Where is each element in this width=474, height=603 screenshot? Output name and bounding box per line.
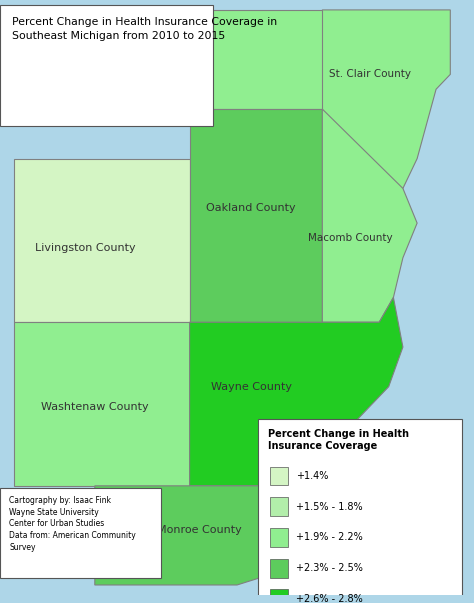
Polygon shape	[322, 10, 450, 188]
Polygon shape	[14, 159, 190, 322]
FancyBboxPatch shape	[258, 419, 462, 603]
Text: Livingston County: Livingston County	[35, 243, 136, 253]
Text: +1.4%: +1.4%	[296, 471, 328, 481]
Text: +2.6% - 2.8%: +2.6% - 2.8%	[296, 594, 363, 603]
Text: Wayne County: Wayne County	[211, 382, 292, 392]
Text: Oakland County: Oakland County	[206, 203, 296, 213]
Text: +1.9% - 2.2%: +1.9% - 2.2%	[296, 532, 363, 542]
Polygon shape	[95, 421, 370, 585]
Text: +2.3% - 2.5%: +2.3% - 2.5%	[296, 563, 363, 573]
Text: Percent Change in Health Insurance Coverage in
Southeast Michigan from 2010 to 2: Percent Change in Health Insurance Cover…	[12, 17, 277, 40]
Text: Washtenaw County: Washtenaw County	[41, 402, 149, 411]
Text: Percent Change in Health
Insurance Coverage: Percent Change in Health Insurance Cover…	[268, 429, 409, 451]
Bar	[270, 467, 288, 485]
Text: Macomb County: Macomb County	[309, 233, 393, 243]
Bar	[270, 528, 288, 547]
Text: Monroe County: Monroe County	[157, 525, 241, 535]
Polygon shape	[14, 322, 190, 486]
Polygon shape	[190, 109, 322, 322]
Bar	[270, 497, 288, 516]
FancyBboxPatch shape	[0, 488, 161, 578]
Bar	[270, 590, 288, 603]
Polygon shape	[190, 297, 403, 486]
Text: Cartography by: Isaac Fink
Wayne State University
Center for Urban Studies
Data : Cartography by: Isaac Fink Wayne State U…	[9, 496, 136, 552]
Polygon shape	[322, 109, 417, 322]
Text: St. Clair County: St. Clair County	[329, 69, 410, 80]
Text: +1.5% - 1.8%: +1.5% - 1.8%	[296, 502, 363, 512]
Bar	[270, 559, 288, 578]
FancyBboxPatch shape	[0, 5, 213, 127]
Polygon shape	[190, 10, 322, 109]
